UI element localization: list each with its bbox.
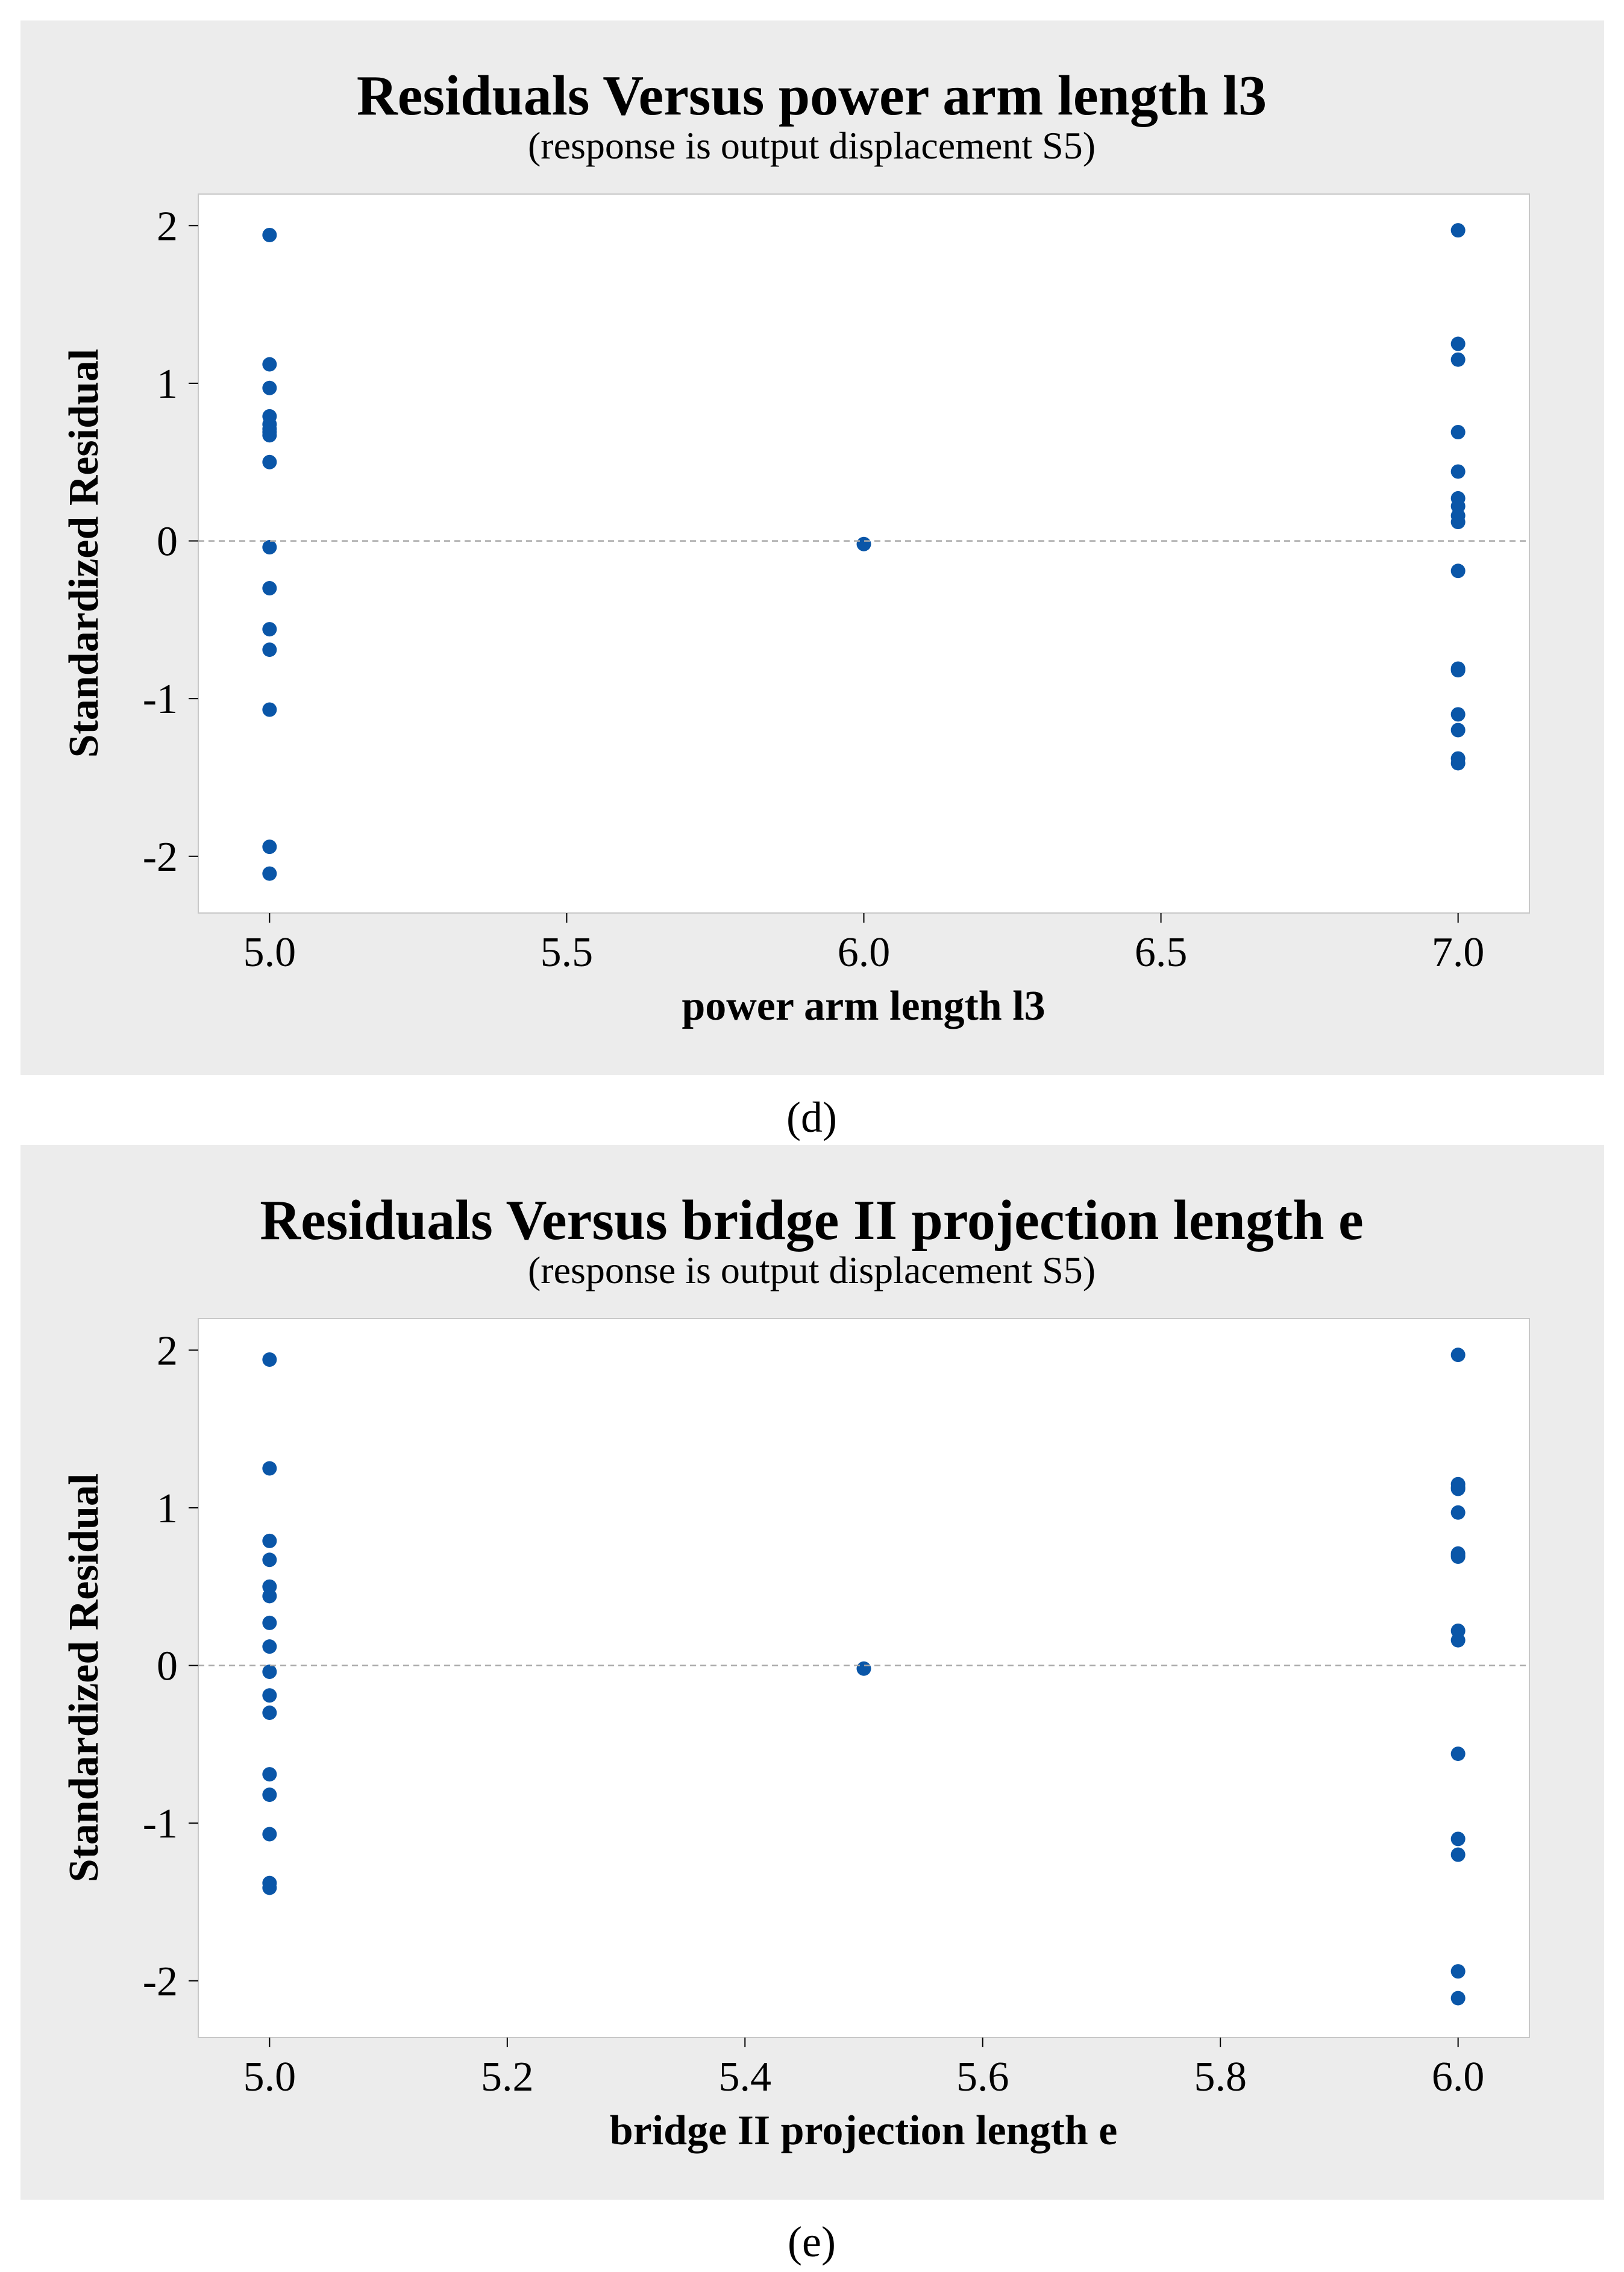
data-point	[262, 1639, 277, 1654]
data-point	[262, 1880, 277, 1895]
data-point	[262, 1461, 277, 1476]
data-point	[262, 1615, 277, 1630]
data-point	[1450, 425, 1466, 440]
data-point	[262, 1665, 277, 1680]
data-point	[262, 702, 277, 717]
data-points	[262, 1348, 1466, 2006]
data-point	[262, 866, 277, 881]
plot-area	[198, 1318, 1530, 2038]
data-point	[1450, 1348, 1466, 1363]
y-tick-label: 0	[157, 519, 178, 565]
data-point	[1450, 723, 1466, 738]
data-point	[262, 1767, 277, 1782]
data-point	[1450, 1831, 1466, 1847]
y-tick-label: -1	[143, 676, 178, 723]
data-point	[262, 540, 277, 555]
x-tick-label: 5.4	[719, 2054, 772, 2100]
x-tick-label: 5.0	[243, 929, 296, 976]
data-point	[262, 425, 277, 440]
data-point	[856, 1661, 871, 1676]
chart-subtitle: (response is output displacement S5)	[528, 1249, 1096, 1291]
plot-area	[198, 193, 1530, 914]
x-tick-label: 7.0	[1432, 929, 1485, 976]
data-point	[1450, 756, 1466, 771]
x-tick-label: 5.2	[481, 2054, 534, 2100]
data-point	[1450, 464, 1466, 479]
data-point	[262, 1688, 277, 1703]
data-point	[1450, 661, 1466, 676]
x-tick-label: 6.0	[838, 929, 891, 976]
data-point	[262, 380, 277, 395]
data-point	[1450, 563, 1466, 579]
axes: 5.0 5.2 5.4 5.6 5.8 6.0 -2 -1 0 1 2	[143, 1328, 1529, 2100]
data-point	[262, 1552, 277, 1567]
data-point	[262, 454, 277, 469]
data-point	[262, 581, 277, 596]
data-point	[1450, 707, 1466, 722]
chart-title: Residuals Versus bridge II projection le…	[260, 1189, 1363, 1252]
x-tick-label: 5.8	[1194, 2054, 1247, 2100]
axes: 5.0 5.5 6.0 6.5 7.0 -2 -1 0 1 2	[143, 203, 1529, 976]
y-tick-label: -1	[143, 1801, 178, 1847]
x-tick-label: 6.5	[1135, 929, 1188, 976]
data-point	[1450, 1746, 1466, 1762]
data-point	[262, 357, 277, 372]
x-tick-label: 6.0	[1432, 2054, 1485, 2100]
data-point	[262, 1787, 277, 1803]
x-axis-label: bridge II projection length e	[610, 2107, 1118, 2154]
data-point	[262, 1827, 277, 1842]
caption-d: (d)	[786, 1093, 837, 1141]
x-tick-label: 5.5	[541, 929, 594, 976]
data-point	[262, 622, 277, 637]
y-axis-label: Standardized Residual	[61, 1473, 107, 1883]
chart-panel-e: Residuals Versus bridge II projection le…	[20, 1145, 1604, 2200]
data-point	[262, 1533, 277, 1548]
data-points	[262, 223, 1466, 881]
y-tick-label: -2	[143, 1959, 178, 2005]
data-point	[1450, 515, 1466, 530]
chart-panel-d: Residuals Versus power arm length l3 (re…	[20, 20, 1604, 1075]
data-point	[1450, 223, 1466, 238]
y-tick-label: 1	[157, 1486, 178, 1532]
data-point	[1450, 1991, 1466, 2006]
data-point	[262, 1352, 277, 1367]
x-tick-label: 5.0	[243, 2054, 296, 2100]
y-tick-label: 2	[157, 203, 178, 249]
y-tick-label: -2	[143, 834, 178, 880]
y-tick-label: 0	[157, 1643, 178, 1690]
data-point	[262, 1706, 277, 1721]
y-axis-label: Standardized Residual	[61, 349, 107, 758]
data-point	[1450, 1505, 1466, 1520]
data-point	[1450, 336, 1466, 351]
data-point	[1450, 1633, 1466, 1648]
x-tick-label: 5.6	[956, 2054, 1009, 2100]
y-tick-label: 1	[157, 361, 178, 407]
x-axis-label: power arm length l3	[682, 983, 1045, 1029]
data-point	[262, 642, 277, 657]
data-point	[856, 536, 871, 551]
data-point	[1450, 352, 1466, 367]
data-point	[1450, 1548, 1466, 1563]
data-point	[262, 839, 277, 855]
chart-subtitle: (response is output displacement S5)	[528, 124, 1096, 167]
data-point	[1450, 1480, 1466, 1495]
data-point	[1450, 1964, 1466, 1979]
caption-e: (e)	[788, 2218, 836, 2266]
data-point	[262, 228, 277, 243]
data-point	[262, 1589, 277, 1604]
data-point	[1450, 1847, 1466, 1862]
y-tick-label: 2	[157, 1328, 178, 1374]
chart-title: Residuals Versus power arm length l3	[357, 64, 1267, 127]
